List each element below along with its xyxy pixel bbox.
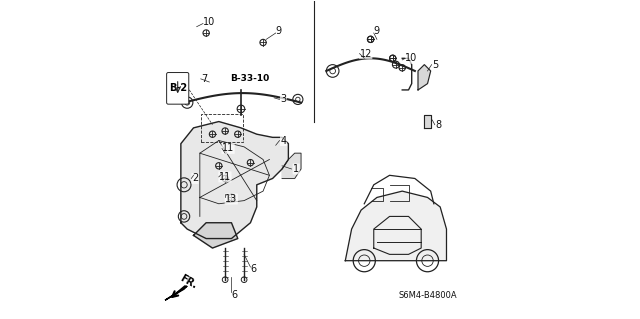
Text: 11: 11: [219, 172, 231, 182]
Text: 9: 9: [276, 26, 282, 36]
Text: 10: 10: [405, 53, 418, 63]
Text: 13: 13: [225, 194, 237, 204]
Polygon shape: [418, 65, 431, 90]
Polygon shape: [193, 223, 238, 248]
Text: 8: 8: [435, 120, 442, 130]
Polygon shape: [282, 153, 301, 178]
Text: B-2: B-2: [168, 83, 187, 93]
Text: 4: 4: [280, 136, 287, 145]
Text: 10: 10: [203, 17, 215, 27]
Text: 6: 6: [250, 263, 257, 274]
Text: 2: 2: [192, 174, 198, 183]
Text: 12: 12: [360, 48, 372, 59]
Polygon shape: [424, 115, 431, 128]
Polygon shape: [181, 122, 289, 239]
Text: FR.: FR.: [178, 273, 198, 291]
FancyBboxPatch shape: [166, 72, 189, 104]
Text: B-33-10: B-33-10: [230, 74, 269, 83]
Text: 3: 3: [280, 94, 287, 104]
Text: 9: 9: [374, 26, 380, 36]
Text: 7: 7: [202, 74, 207, 84]
Text: S6M4-B4800A: S6M4-B4800A: [398, 291, 457, 300]
Polygon shape: [346, 191, 447, 261]
Text: 1: 1: [293, 164, 300, 174]
Text: 5: 5: [432, 60, 438, 70]
Polygon shape: [165, 286, 187, 300]
Text: 6: 6: [232, 291, 237, 300]
Text: 11: 11: [222, 144, 234, 153]
